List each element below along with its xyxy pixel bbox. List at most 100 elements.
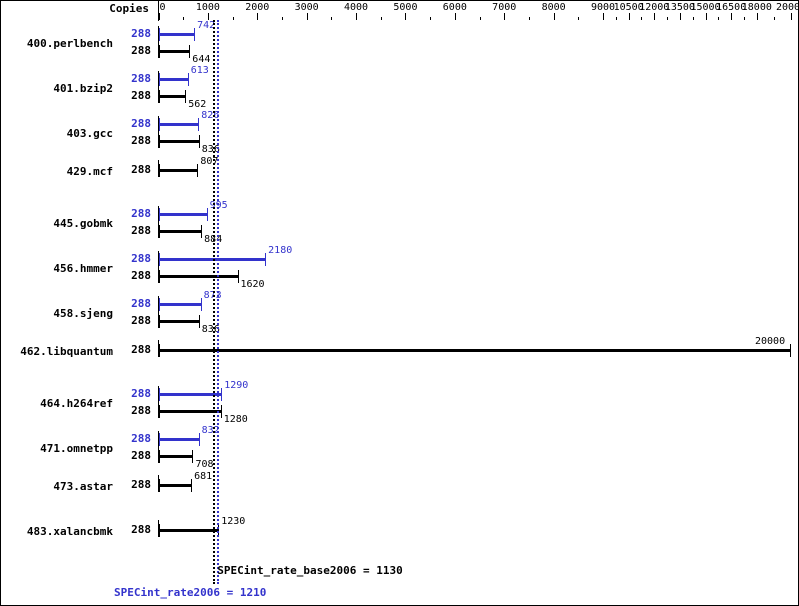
bar-cap-left: [158, 344, 160, 357]
bar-cap-left: [158, 253, 160, 266]
x-axis: 0 1000 2000 3000 4000 5000 6000 7000 8000 9000 105…: [1, 1, 798, 21]
copies-base: 288: [131, 44, 151, 57]
bar-cap-left: [158, 524, 160, 537]
axis-tick-minor: [183, 17, 184, 20]
axis-tick-label: 7000: [492, 2, 517, 13]
row-origin-tick: [158, 431, 159, 463]
benchmark-row: 400.perlbench 288 742 288 644: [1, 20, 798, 69]
benchmark-name: 471.omnetpp: [40, 442, 113, 455]
bar-value-base: 562: [188, 99, 207, 110]
bar-cap-left: [158, 315, 160, 328]
bar-base: [158, 320, 200, 323]
bar-value-peak: 826: [201, 110, 220, 121]
bar-cap-right: [265, 253, 267, 266]
bar-value-peak: 2180: [268, 245, 293, 256]
bar-cap-left: [158, 388, 160, 401]
bar-peak: [158, 438, 200, 441]
bar-value-peak: 1290: [224, 380, 249, 391]
row-origin-tick: [158, 386, 159, 418]
row-origin-tick: [158, 26, 159, 58]
bar-value-base: 681: [194, 471, 213, 482]
bar-value-base: 1280: [223, 414, 248, 425]
axis-tick-minor: [430, 17, 431, 20]
bar-value-base: 884: [204, 234, 223, 245]
row-origin-tick: [158, 296, 159, 328]
bar-base: [158, 455, 194, 458]
benchmark-name: 403.gcc: [66, 127, 113, 140]
copies-peak: 288: [131, 252, 151, 265]
copies-base: 288: [131, 343, 151, 356]
benchmark-name: 473.astar: [53, 480, 113, 493]
axis-tick-label: 2000: [245, 2, 270, 13]
copies-peak: 288: [131, 72, 151, 85]
bar-cap-right: [220, 405, 222, 418]
benchmark-name: 462.libquantum: [20, 345, 113, 358]
axis-tick-major: [654, 13, 655, 20]
axis-tick-major: [257, 13, 258, 20]
bar-cap-left: [158, 450, 160, 463]
axis-tick-label: 15000: [690, 2, 721, 13]
axis-tick-minor: [718, 17, 719, 20]
bar-peak: [158, 78, 189, 81]
axis-tick-label: 9000: [590, 2, 616, 13]
bar-cap-left: [158, 28, 160, 41]
axis-tick-label: 4000: [344, 2, 369, 13]
bar-peak: [158, 303, 202, 306]
bar-base: [158, 140, 200, 143]
copies-base: 288: [131, 314, 151, 327]
benchmark-name: 456.hmmer: [53, 262, 113, 275]
bar-base: [158, 410, 222, 413]
bar-cap-left: [158, 164, 160, 177]
axis-origin-line: [158, 1, 159, 21]
benchmark-name: 445.gobmk: [53, 217, 113, 230]
axis-tick-major: [629, 13, 630, 20]
benchmark-row: 403.gcc 288 826 288 836: [1, 110, 798, 159]
copies-column-header: Copies: [109, 2, 149, 15]
bar-cap-left: [158, 73, 160, 86]
bar-cap-right: [198, 118, 200, 131]
axis-tick-major: [208, 13, 209, 20]
bar-peak: [158, 123, 200, 126]
bar-cap-left: [158, 433, 160, 446]
bar-cap-right: [198, 433, 200, 446]
bar-cap-right: [185, 90, 187, 103]
reference-line-base: [213, 20, 216, 584]
benchmark-row: 456.hmmer 288 2180 288 1620: [1, 245, 798, 294]
bar-base: [158, 95, 187, 98]
axis-tick-major: [791, 13, 792, 20]
bar-peak: [158, 33, 196, 36]
copies-base: 288: [131, 134, 151, 147]
bar-cap-left: [158, 118, 160, 131]
bar-value-base: 1230: [221, 516, 246, 527]
copies-base: 288: [131, 163, 151, 176]
copies-base: 288: [131, 523, 151, 536]
copies-peak: 288: [131, 27, 151, 40]
bar-cap-right: [192, 450, 194, 463]
bar-peak: [158, 213, 208, 216]
axis-tick-minor: [693, 17, 694, 20]
axis-tick-minor: [641, 17, 642, 20]
bar-value-peak: 832: [201, 425, 220, 436]
axis-tick-major: [554, 13, 555, 20]
benchmark-name: 483.xalancbmk: [26, 525, 113, 538]
bar-cap-right: [790, 344, 791, 357]
bar-cap-right: [206, 208, 208, 221]
benchmark-name: 401.bzip2: [53, 82, 113, 95]
bar-value-peak: 873: [203, 290, 222, 301]
bar-base: [158, 484, 193, 487]
axis-tick-minor: [480, 17, 481, 20]
benchmark-row: 471.omnetpp 288 832 288 708: [1, 425, 798, 474]
axis-tick-minor: [616, 17, 617, 20]
bar-cap-left: [158, 298, 160, 311]
benchmark-name: 400.perlbench: [26, 37, 113, 50]
axis-tick-minor: [578, 17, 579, 20]
axis-tick-minor: [667, 17, 668, 20]
bar-value-base: 836: [201, 324, 220, 335]
bar-base: [158, 50, 191, 53]
benchmark-row: 458.sjeng 288 873 288 836: [1, 290, 798, 339]
bar-cap-right: [198, 135, 200, 148]
axis-tick-major: [159, 13, 160, 20]
bar-cap-left: [158, 479, 160, 492]
axis-tick-label: 3000: [294, 2, 319, 13]
axis-tick-label: 18000: [741, 2, 772, 13]
